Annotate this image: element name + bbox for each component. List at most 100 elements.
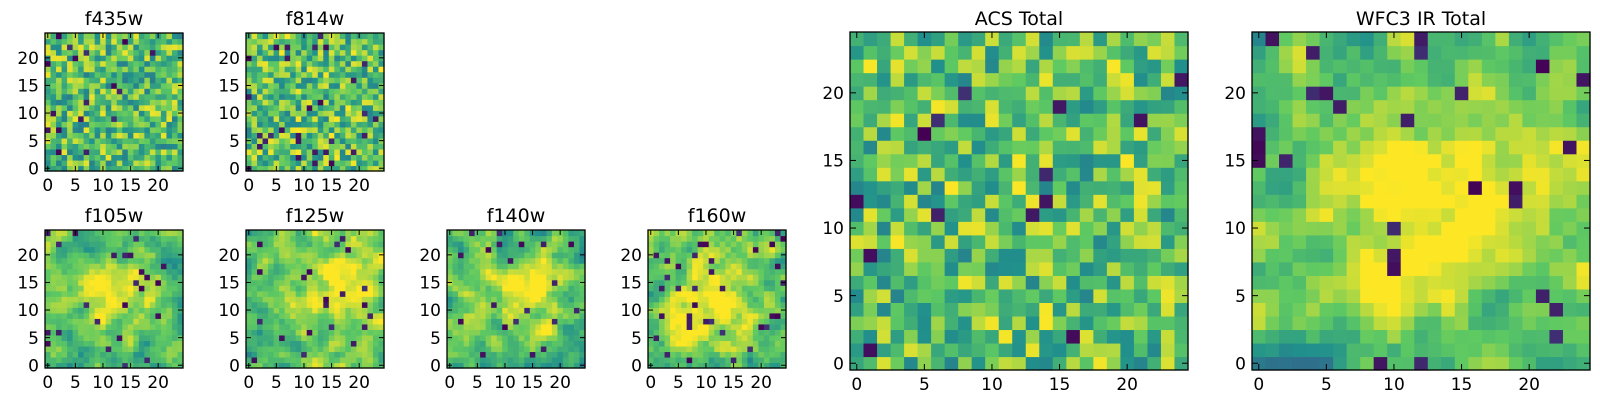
heatmap-cell: [262, 318, 269, 325]
heatmap-cell: [317, 263, 324, 270]
heatmap-cell: [703, 329, 710, 336]
heatmap-cell: [1106, 113, 1121, 128]
heatmap-cell: [328, 132, 335, 139]
heatmap-cell: [931, 248, 946, 263]
heatmap-cell: [301, 88, 308, 95]
heatmap-cell: [268, 345, 275, 353]
heatmap-cell: [111, 362, 118, 369]
heatmap-cell: [284, 77, 291, 84]
heatmap-cell: [378, 345, 385, 353]
heatmap-cell: [1106, 329, 1121, 344]
heatmap-cell: [540, 241, 547, 248]
heatmap-cell: [452, 235, 459, 242]
heatmap-cell: [1522, 288, 1537, 303]
heatmap-cell: [378, 340, 385, 347]
heatmap-cell: [736, 268, 743, 275]
heatmap-cell: [67, 66, 74, 73]
heatmap-cell: [931, 261, 946, 276]
heatmap-cell: [469, 334, 476, 341]
heatmap-cell: [1066, 113, 1081, 128]
heatmap-cell: [1427, 302, 1442, 317]
heatmap-cell: [306, 307, 313, 314]
heatmap-cell: [284, 285, 291, 292]
heatmap-cell: [78, 88, 85, 95]
heatmap-cell: [480, 356, 487, 364]
heatmap-cell: [1373, 288, 1388, 303]
heatmap-cell: [295, 137, 302, 144]
heatmap-cell: [356, 246, 363, 253]
heatmap-cell: [61, 329, 68, 336]
heatmap-cell: [1481, 194, 1496, 209]
heatmap-cell: [917, 113, 932, 128]
heatmap-cell: [463, 312, 470, 319]
heatmap-cell: [1265, 288, 1280, 303]
heatmap-cell: [780, 246, 787, 253]
heatmap-cell: [675, 279, 682, 286]
heatmap-cell: [703, 345, 710, 353]
heatmap-cell: [356, 318, 363, 325]
heatmap-cell: [295, 351, 302, 358]
heatmap-cell: [94, 82, 101, 89]
heatmap-cell: [496, 318, 503, 325]
heatmap-cell: [463, 290, 470, 297]
heatmap-cell: [890, 126, 905, 141]
heatmap-cell: [917, 72, 932, 87]
heatmap-cell: [708, 323, 715, 330]
heatmap-cell: [752, 340, 759, 347]
heatmap-cell: [1346, 329, 1361, 344]
heatmap-cell: [1093, 302, 1108, 317]
heatmap-cell: [122, 110, 129, 117]
heatmap-cell: [958, 221, 973, 236]
heatmap-cell: [116, 44, 123, 51]
heatmap-cell: [149, 318, 156, 325]
heatmap-cell: [312, 82, 319, 89]
heatmap-cell: [56, 71, 63, 78]
heatmap-cell: [328, 296, 335, 303]
heatmap-cell: [257, 235, 264, 242]
heatmap-cell: [290, 44, 297, 51]
heatmap-cell: [529, 263, 536, 270]
heatmap-cell: [692, 296, 699, 303]
heatmap-cell: [931, 86, 946, 101]
heatmap-cell: [1039, 275, 1054, 290]
heatmap-cell: [50, 126, 57, 133]
heatmap-cell: [144, 340, 151, 347]
heatmap-cell: [1387, 329, 1402, 344]
heatmap-cell: [312, 356, 319, 364]
heatmap-cell: [323, 55, 330, 62]
y-tick-label: 20: [218, 246, 240, 266]
heatmap-cell: [697, 252, 704, 259]
heatmap-cell: [730, 268, 737, 275]
heatmap-cell: [127, 115, 134, 122]
heatmap-cell: [133, 268, 140, 275]
heatmap-cell: [268, 71, 275, 78]
heatmap-cell: [1252, 329, 1267, 344]
heatmap-cell: [133, 132, 140, 139]
heatmap-cell: [94, 88, 101, 95]
heatmap-cell: [317, 356, 324, 364]
heatmap-cell: [295, 49, 302, 56]
heatmap-cell: [94, 93, 101, 100]
heatmap-cell: [659, 307, 666, 314]
heatmap-cell: [1093, 72, 1108, 87]
heatmap-cell: [122, 279, 129, 286]
heatmap-cell: [361, 44, 369, 51]
heatmap-cell: [1025, 194, 1040, 209]
heatmap-cell: [279, 334, 286, 341]
heatmap-cell: [557, 312, 564, 319]
heatmap-cell: [127, 312, 134, 319]
heatmap-cell: [251, 257, 258, 264]
heatmap-cell: [1265, 180, 1280, 195]
heatmap-cell: [155, 252, 162, 259]
heatmap-cell: [160, 312, 168, 319]
heatmap-cell: [72, 334, 79, 341]
heatmap-cell: [904, 113, 919, 128]
heatmap-cell: [345, 323, 352, 330]
heatmap-cell: [78, 33, 85, 40]
heatmap-cell: [1093, 194, 1108, 209]
heatmap-cell: [160, 351, 168, 358]
heatmap-cell: [122, 340, 129, 347]
heatmap-cell: [675, 246, 682, 253]
heatmap-cell: [917, 261, 932, 276]
